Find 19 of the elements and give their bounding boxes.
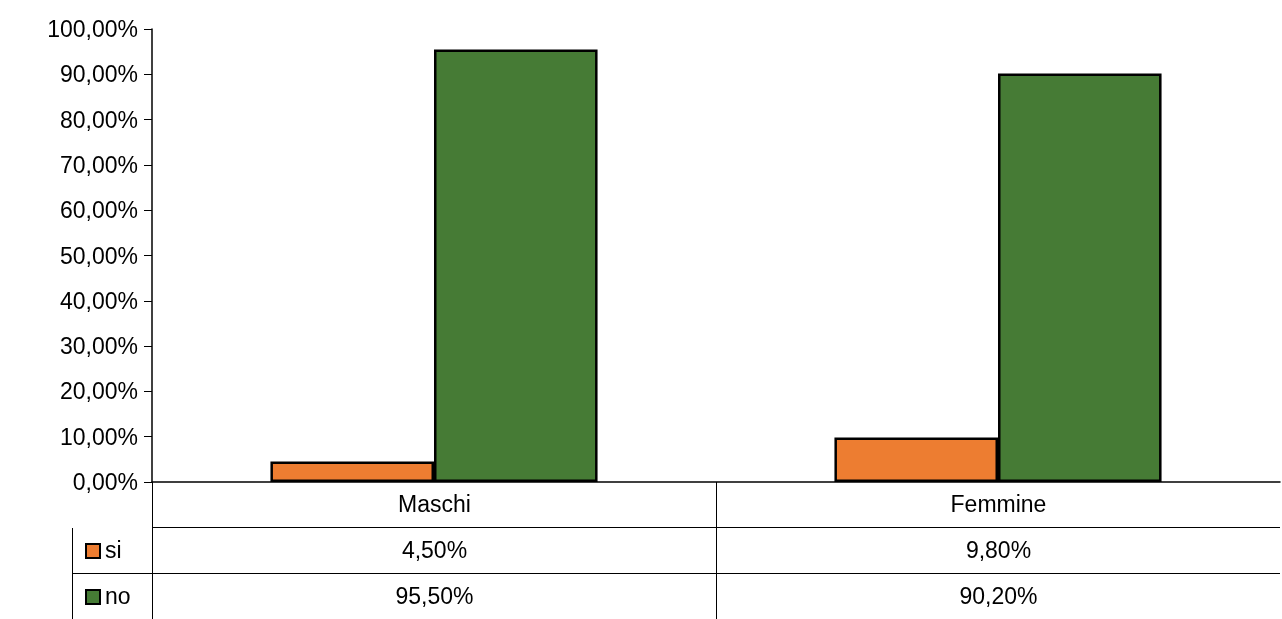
data-label: 90,20%: [716, 574, 1280, 619]
y-tick-label: 40,00%: [59, 287, 138, 314]
x-tick-label: Femmine: [716, 482, 1280, 528]
y-tick-label: 80,00%: [59, 106, 138, 133]
x-tick-label: Maschi: [152, 482, 716, 528]
y-tick-label: 70,00%: [59, 151, 138, 178]
y-tick-label: 60,00%: [59, 197, 138, 224]
y-tick-label: 100,00%: [47, 16, 138, 42]
y-tick-label: 0,00%: [72, 469, 138, 495]
legend-label: si: [105, 537, 122, 564]
data-label: 4,50%: [152, 528, 716, 574]
legend-label: no: [105, 583, 131, 610]
data-label: 95,50%: [152, 574, 716, 619]
y-tick-label: 10,00%: [59, 423, 138, 450]
y-tick-label: 90,00%: [59, 61, 138, 88]
y-tick-label: 30,00%: [59, 333, 138, 360]
y-tick-label: 50,00%: [59, 242, 138, 269]
y-tick-label: 20,00%: [59, 378, 138, 405]
data-label: 9,80%: [716, 528, 1280, 574]
